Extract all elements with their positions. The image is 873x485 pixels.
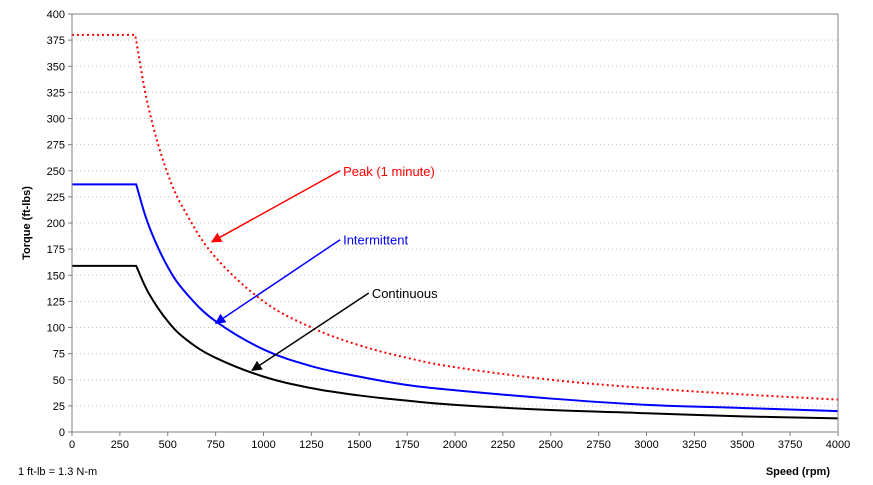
- y-tick-label: 175: [47, 244, 65, 256]
- y-tick-label: 400: [47, 9, 65, 21]
- unit-conversion-note: 1 ft-lb = 1.3 N-m: [18, 466, 97, 478]
- y-tick-label: 200: [47, 218, 65, 230]
- x-tick-label: 1250: [299, 439, 323, 451]
- y-tick-label: 75: [53, 349, 65, 361]
- y-tick-label: 375: [47, 35, 65, 47]
- gridlines: [72, 39, 838, 407]
- y-tick-label: 150: [47, 270, 65, 282]
- annotations: Peak (1 minute) Intermittent Continuous: [210, 164, 438, 371]
- y-tick-label: 25: [53, 401, 65, 413]
- annotation-arrow: [210, 170, 341, 243]
- series-line-peak-1-minute: [72, 33, 839, 401]
- y-tick-label: 100: [47, 323, 65, 335]
- x-tick-label: 4000: [826, 439, 850, 451]
- x-tick-label: 0: [69, 439, 75, 451]
- x-tick-label: 2500: [539, 439, 563, 451]
- x-tick-label: 1000: [251, 439, 275, 451]
- x-tick-label: 750: [206, 439, 224, 451]
- annotation-label: Intermittent: [343, 233, 408, 248]
- annotation-arrow: [251, 292, 370, 371]
- y-tick-label: 50: [53, 375, 65, 387]
- x-axis-ticks: 0 250 500 750 1000 1250 1500 1750 2000 2250 2500 27…: [69, 432, 850, 451]
- y-tick-label: 325: [47, 87, 65, 99]
- series-lines: [72, 33, 839, 420]
- x-tick-label: 2250: [491, 439, 515, 451]
- x-tick-label: 250: [111, 439, 129, 451]
- series-line-continuous: [72, 264, 839, 420]
- annotation-label: Peak (1 minute): [343, 164, 435, 179]
- annotation-arrow: [214, 239, 341, 324]
- y-tick-label: 0: [59, 427, 65, 439]
- x-tick-label: 3750: [778, 439, 802, 451]
- x-axis-title: Speed (rpm): [766, 466, 831, 478]
- x-tick-label: 2000: [443, 439, 467, 451]
- x-tick-label: 3000: [634, 439, 658, 451]
- series-line-intermittent: [72, 183, 839, 413]
- x-tick-label: 500: [159, 439, 177, 451]
- y-tick-label: 125: [47, 296, 65, 308]
- y-tick-label: 225: [47, 192, 65, 204]
- y-tick-label: 275: [47, 140, 65, 152]
- x-tick-label: 2750: [586, 439, 610, 451]
- y-tick-label: 300: [47, 114, 65, 126]
- y-tick-label: 350: [47, 61, 65, 73]
- x-tick-label: 1500: [347, 439, 371, 451]
- plot-area-frame: [71, 13, 839, 433]
- y-axis-ticks: 0 25 50 75 100 125 150 175 200 225 250 275 300 325 350…: [47, 9, 72, 439]
- x-tick-label: 3500: [730, 439, 754, 451]
- x-tick-label: 3250: [682, 439, 706, 451]
- y-tick-label: 250: [47, 166, 65, 178]
- y-axis-title: Torque (ft-lbs): [21, 186, 33, 260]
- annotation-label: Continuous: [372, 286, 438, 301]
- x-tick-label: 1750: [395, 439, 419, 451]
